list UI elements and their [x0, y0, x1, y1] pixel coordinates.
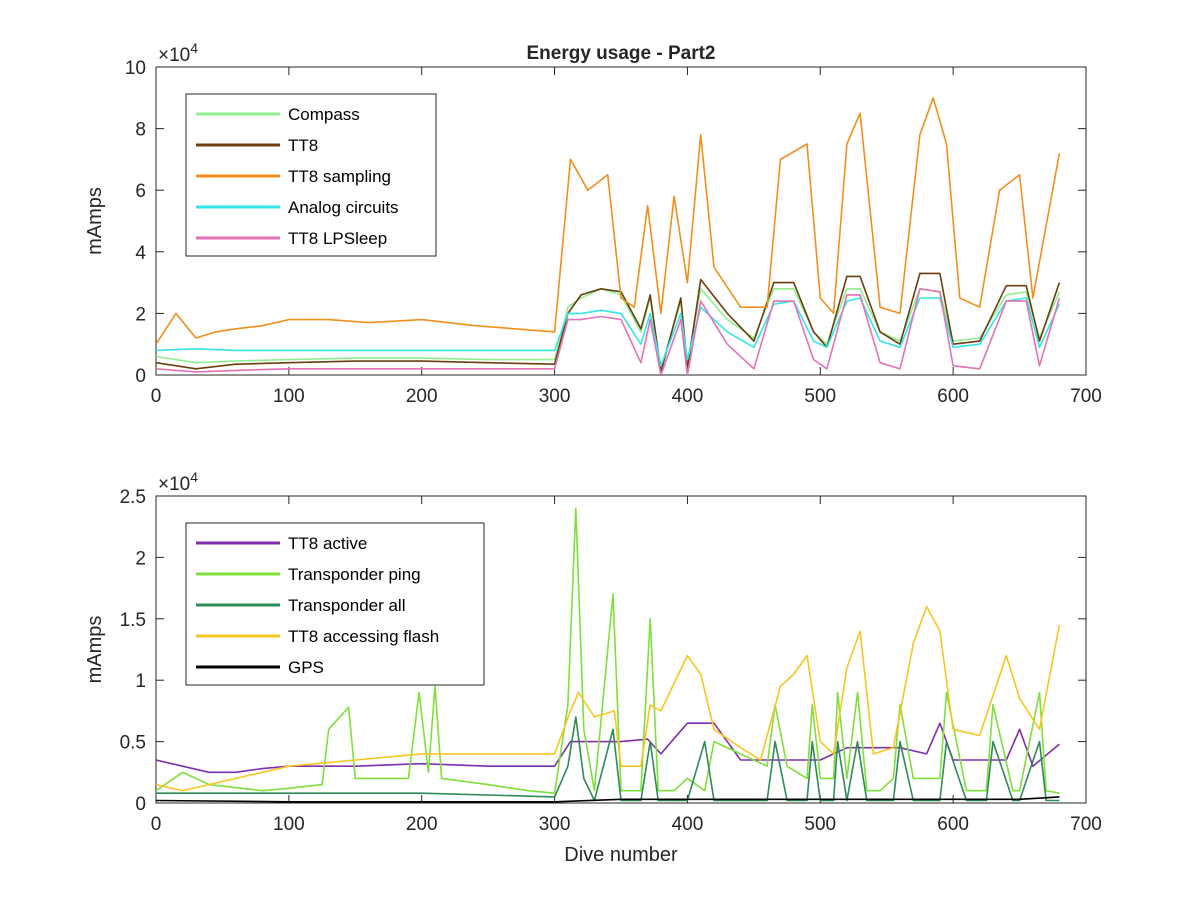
y-tick-label: 6	[135, 181, 146, 202]
x-tick-label: 600	[937, 814, 969, 835]
x-tick-label: 500	[804, 814, 836, 835]
legend-label-tt8-active: TT8 active	[288, 534, 367, 553]
series-line-tt8-sampling	[156, 97, 1061, 345]
legend-label-transponder-all: Transponder all	[288, 596, 406, 615]
y-axis-label: mAmps	[84, 187, 106, 255]
series-group	[156, 97, 1061, 375]
x-tick-label: 300	[539, 386, 571, 407]
chart-title: Energy usage - Part2	[526, 43, 715, 64]
legend-label-tt8-sampling: TT8 sampling	[288, 167, 391, 186]
x-tick-label: 0	[151, 386, 162, 407]
y-tick-label: 8	[135, 120, 146, 141]
x-tick-label: 700	[1070, 386, 1102, 407]
x-tick-label: 0	[151, 814, 162, 835]
x-tick-label: 100	[273, 386, 305, 407]
y-tick-label: 10	[125, 58, 146, 79]
series-line-tt8	[156, 272, 1061, 373]
y-tick-label: 4	[135, 243, 146, 264]
legend-label-tt8-lpsleep: TT8 LPSleep	[288, 229, 387, 248]
chart-panel-2: 0 100 200 300 400 500 600 700 0 0.5 1 1.5 2 2.5 ×104 mA…	[84, 469, 1102, 866]
legend-label-gps: GPS	[288, 658, 324, 677]
x-tick-label: 700	[1070, 814, 1102, 835]
series-line-tt8-accessing-flash	[156, 605, 1061, 792]
legend-label-tt8: TT8	[288, 136, 318, 155]
y-tick-label: 1.5	[120, 610, 146, 631]
legend-label-transponder-ping: Transponder ping	[288, 565, 421, 584]
x-axis-label: Dive number	[564, 844, 678, 866]
legend-label-compass: Compass	[288, 105, 360, 124]
legend-label-analog-circuits: Analog circuits	[288, 198, 399, 217]
x-tick-label: 300	[539, 814, 571, 835]
y-tick-label: 1	[135, 671, 146, 692]
x-tick-label: 200	[406, 814, 438, 835]
y-tick-label: 0.5	[120, 733, 146, 754]
series-group	[156, 507, 1061, 803]
y-axis-label: mAmps	[84, 616, 106, 684]
y-exponent-label: ×104	[158, 469, 198, 495]
x-tick-label: 400	[672, 386, 704, 407]
chart-panel-1: 0 100 200 300 400 500 600 700 0 2 4 6 8 10 ×104 Energy …	[84, 40, 1102, 407]
y-tick-label: 2.5	[120, 487, 146, 508]
y-exponent-label: ×104	[158, 40, 198, 66]
legend-label-tt8-accessing-flash: TT8 accessing flash	[288, 627, 439, 646]
legend: TT8 active Transponder ping Transponder al…	[185, 522, 485, 686]
x-tick-label: 100	[273, 814, 305, 835]
x-tick-label: 200	[406, 386, 438, 407]
y-tick-label: 0	[135, 366, 146, 387]
x-tick-label: 400	[672, 814, 704, 835]
x-tick-label: 500	[804, 386, 836, 407]
series-line-transponder-ping	[156, 507, 1060, 795]
y-tick-label: 2	[135, 304, 146, 325]
y-tick-label: 0	[135, 794, 146, 815]
legend: Compass TT8 TT8 sampling Analog circuits TT8…	[185, 93, 437, 257]
x-tick-label: 600	[937, 386, 969, 407]
series-line-gps	[156, 796, 1060, 803]
series-line-transponder-all	[156, 716, 1060, 802]
y-tick-label: 2	[135, 548, 146, 569]
series-line-tt8-lpsleep	[156, 287, 1061, 375]
